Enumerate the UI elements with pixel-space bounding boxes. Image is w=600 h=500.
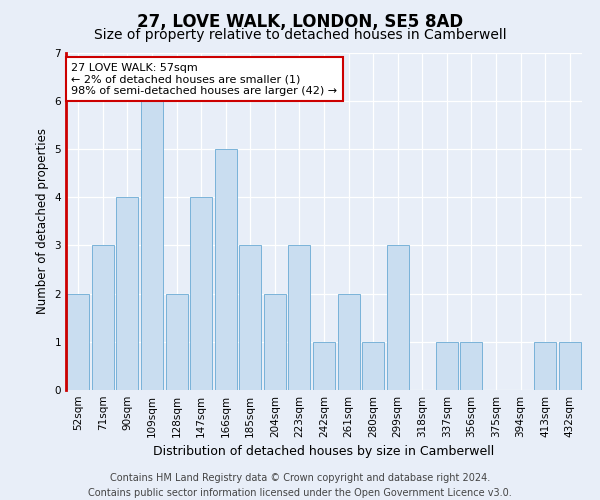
- Text: Size of property relative to detached houses in Camberwell: Size of property relative to detached ho…: [94, 28, 506, 42]
- Text: 27 LOVE WALK: 57sqm
← 2% of detached houses are smaller (1)
98% of semi-detached: 27 LOVE WALK: 57sqm ← 2% of detached hou…: [71, 62, 337, 96]
- Bar: [362, 342, 384, 390]
- Bar: [264, 294, 286, 390]
- Bar: [166, 294, 188, 390]
- Bar: [313, 342, 335, 390]
- Bar: [190, 197, 212, 390]
- Y-axis label: Number of detached properties: Number of detached properties: [36, 128, 49, 314]
- X-axis label: Distribution of detached houses by size in Camberwell: Distribution of detached houses by size …: [154, 446, 494, 458]
- Bar: [338, 294, 359, 390]
- Bar: [289, 246, 310, 390]
- Bar: [67, 294, 89, 390]
- Bar: [116, 197, 139, 390]
- Bar: [92, 246, 114, 390]
- Bar: [460, 342, 482, 390]
- Bar: [141, 100, 163, 390]
- Text: Contains HM Land Registry data © Crown copyright and database right 2024.
Contai: Contains HM Land Registry data © Crown c…: [88, 472, 512, 498]
- Bar: [215, 149, 237, 390]
- Bar: [386, 246, 409, 390]
- Bar: [436, 342, 458, 390]
- Text: 27, LOVE WALK, LONDON, SE5 8AD: 27, LOVE WALK, LONDON, SE5 8AD: [137, 12, 463, 30]
- Bar: [559, 342, 581, 390]
- Bar: [534, 342, 556, 390]
- Bar: [239, 246, 262, 390]
